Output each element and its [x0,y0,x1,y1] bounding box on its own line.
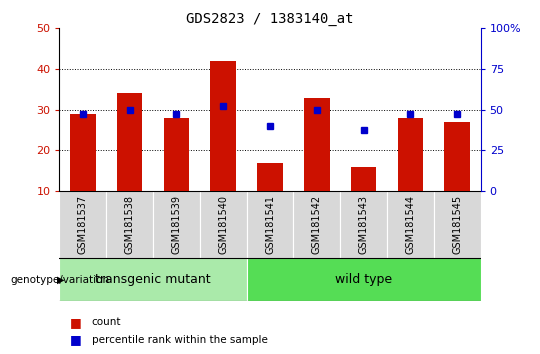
Bar [340,191,387,258]
Text: transgenic mutant: transgenic mutant [95,273,211,286]
Text: wild type: wild type [335,273,392,286]
Bar [247,258,481,301]
Bar [304,97,330,191]
Bar [293,191,340,258]
Text: GSM181544: GSM181544 [406,195,415,254]
Text: count: count [92,317,122,327]
Bar [211,61,236,191]
Bar [397,118,423,191]
Bar [117,93,143,191]
Text: percentile rank within the sample: percentile rank within the sample [92,335,268,345]
Bar [59,191,106,258]
Bar [387,191,434,258]
Bar [59,258,247,301]
Text: GSM181538: GSM181538 [125,195,134,254]
Bar [106,191,153,258]
Bar [247,191,293,258]
Bar [153,191,200,258]
Bar [200,191,247,258]
Text: GSM181545: GSM181545 [452,195,462,255]
Bar [257,162,283,191]
Bar [351,167,376,191]
Text: ▶: ▶ [57,275,64,285]
Text: genotype/variation: genotype/variation [11,275,110,285]
Text: GSM181543: GSM181543 [359,195,369,254]
Text: GSM181540: GSM181540 [218,195,228,254]
Text: GSM181539: GSM181539 [171,195,181,254]
Bar [444,122,470,191]
Text: ■: ■ [70,333,82,346]
Text: GSM181542: GSM181542 [312,195,322,255]
Bar [164,118,190,191]
Text: ■: ■ [70,316,82,329]
Text: GSM181541: GSM181541 [265,195,275,254]
Bar [434,191,481,258]
Text: GSM181537: GSM181537 [78,195,88,255]
Title: GDS2823 / 1383140_at: GDS2823 / 1383140_at [186,12,354,26]
Bar [70,114,96,191]
